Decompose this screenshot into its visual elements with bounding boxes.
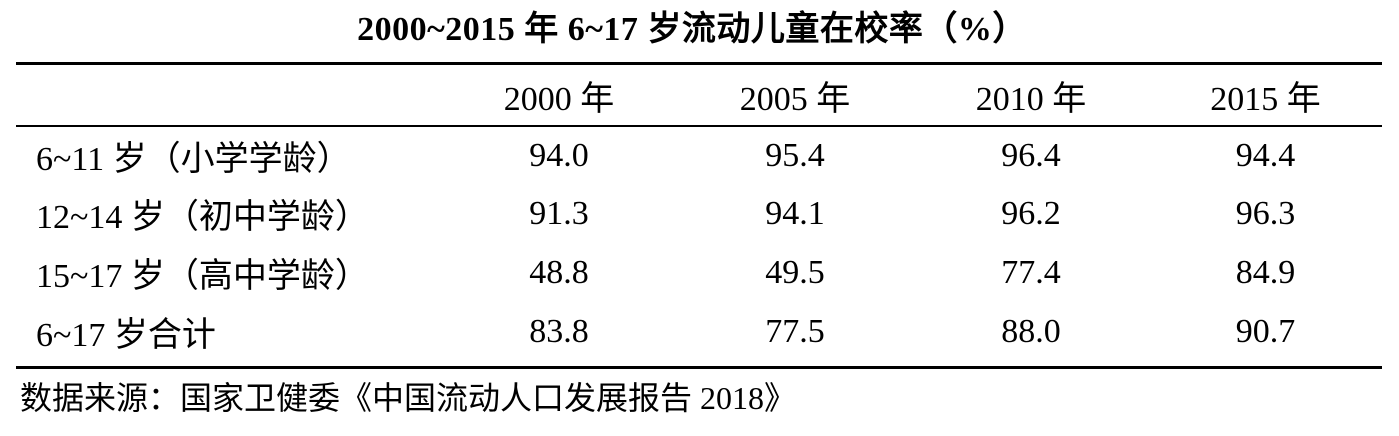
table-cell: 96.4 xyxy=(1001,136,1061,174)
row-label: 12~14 岁（初中学龄） xyxy=(36,199,369,236)
table-cell: 48.8 xyxy=(529,253,589,291)
table-title: 2000~2015 年 6~17 岁流动儿童在校率（%） xyxy=(357,11,1027,48)
header-cell-empty xyxy=(16,65,441,125)
table-cell: 96.3 xyxy=(1235,194,1296,232)
table-cell: 91.3 xyxy=(529,194,589,232)
top-rule xyxy=(16,62,1382,65)
table-row: 6~17 岁合计 83.8 77.5 88.0 90.7 xyxy=(16,302,1382,361)
table-cell: 77.5 xyxy=(765,312,825,350)
table-cell: 88.0 xyxy=(1001,312,1061,350)
row-label: 15~17 岁（高中学龄） xyxy=(36,258,369,295)
table-cell: 94.4 xyxy=(1235,136,1296,174)
header-cell-year: 2010 年 xyxy=(975,80,1087,118)
table-cell: 77.4 xyxy=(1001,253,1061,291)
table-cell: 96.2 xyxy=(1001,194,1061,232)
table-row: 12~14 岁（初中学龄） 91.3 94.1 96.2 96.3 xyxy=(16,184,1382,243)
table-cell: 94.1 xyxy=(765,194,825,232)
header-cell-year: 2005 年 xyxy=(739,80,851,118)
header-cell-year: 2015 年 xyxy=(1210,80,1321,118)
row-label: 6~17 岁合计 xyxy=(36,317,216,354)
enrollment-rate-table: 2000 年 2005 年 2010 年 2015 年 6~11 岁（小学学龄）… xyxy=(16,65,1382,361)
row-label: 6~11 岁（小学学龄） xyxy=(36,141,351,178)
header-row: 2000 年 2005 年 2010 年 2015 年 xyxy=(16,65,1382,125)
source-note: 数据来源：国家卫健委《中国流动人口发展报告 2018》 xyxy=(20,380,797,416)
table-cell: 94.0 xyxy=(529,136,589,174)
table-cell: 95.4 xyxy=(765,136,825,174)
table-cell: 84.9 xyxy=(1235,253,1296,291)
header-cell-year: 2000 年 xyxy=(503,80,615,118)
table-row: 6~11 岁（小学学龄） 94.0 95.4 96.4 94.4 xyxy=(16,125,1382,184)
table-row: 15~17 岁（高中学龄） 48.8 49.5 77.4 84.9 xyxy=(16,243,1382,302)
bottom-rule xyxy=(16,366,1382,369)
table-cell: 90.7 xyxy=(1235,312,1296,350)
table-cell: 49.5 xyxy=(765,253,825,291)
table-cell: 83.8 xyxy=(529,312,589,350)
header-rule xyxy=(16,125,1382,127)
